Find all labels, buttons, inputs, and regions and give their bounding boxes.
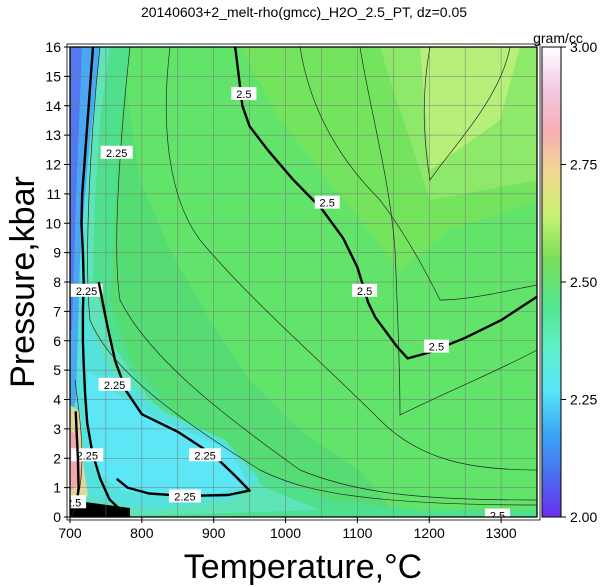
contour-label-bg	[70, 283, 103, 297]
y-tick-label: 5	[53, 362, 61, 378]
y-tick-label: 6	[53, 333, 61, 349]
colorbar-tick-label: 2.75	[570, 157, 597, 173]
y-tick-label: 2	[53, 450, 61, 466]
contour-label: 2.25	[174, 491, 195, 503]
y-tick-label: 13	[45, 127, 61, 143]
y-tick-label: 8	[53, 274, 61, 290]
contour-label-bg	[100, 145, 133, 159]
contour-label-bg	[189, 448, 222, 462]
x-tick-label: 1100	[342, 525, 372, 541]
colorbar-tick-label: 2.00	[570, 509, 597, 525]
x-axis-label: Temperature,°C	[184, 548, 422, 586]
contour-label-bg	[314, 195, 340, 209]
y-tick-label: 11	[46, 186, 61, 202]
contour-label: 2.25	[104, 380, 125, 392]
colorbar-tick-label: 2.50	[570, 274, 597, 290]
labeled-contour-layer: 2.25 2.25 2.25 2.25 2.25 2.25 2.5 2.5 2.5 2.5 2.5 2…	[66, 47, 537, 523]
colorbar-ticks: 2.00 2.25 2.50 2.75 3.00	[561, 39, 597, 525]
y-tick-label: 9	[53, 245, 61, 261]
y-tick-label: 10	[45, 215, 61, 231]
contour-label: 2.25	[194, 450, 215, 462]
contour-label-bg	[231, 87, 257, 100]
contour-label: 2.25	[106, 148, 127, 160]
y-tick-label: 1	[53, 480, 61, 496]
contour-fill-layer	[70, 47, 537, 517]
x-axis: 700 800 900 1000 1100 1200 1300	[58, 517, 517, 541]
colorbar: gram/cc 2.00 2.25 2.50 2.75 3.00	[533, 30, 597, 525]
colorbar-tick-label: 2.25	[570, 392, 597, 408]
colorbar-label: gram/cc	[533, 30, 583, 46]
y-tick-label: 4	[53, 392, 61, 408]
y-tick-label: 0	[53, 509, 61, 525]
contour-line-2_25	[97, 281, 251, 498]
y-tick-label: 12	[45, 157, 61, 173]
contour-label: 2.5	[490, 511, 505, 523]
contour-label-bg	[98, 377, 131, 391]
contour-label: 2.5	[429, 342, 444, 354]
y-axis-label: Pressure,kbar	[4, 176, 42, 388]
contour-label-bg	[70, 495, 87, 509]
y-tick-label: 15	[45, 68, 61, 84]
contour-label: 2.5	[66, 497, 81, 509]
x-tick-label: 1200	[414, 525, 445, 541]
contour-label-bg	[352, 283, 378, 297]
colorbar-gradient	[541, 46, 562, 518]
x-tick-label: 1000	[270, 525, 301, 541]
chart-title: 20140603+2_melt-rho(gmcc)_H2O_2.5_PT, dz…	[141, 4, 467, 20]
x-tick-label: 1300	[485, 525, 516, 541]
x-tick-label: 900	[202, 525, 226, 541]
contour-label-bg	[423, 339, 449, 353]
contour-label-bg	[168, 489, 201, 503]
contour-label: 2.5	[320, 198, 335, 210]
contour-label: 2.25	[77, 450, 98, 462]
y-tick-label: 7	[53, 303, 61, 319]
x-tick-label: 800	[130, 525, 154, 541]
minor-contour-layer	[70, 47, 537, 517]
y-tick-label: 16	[45, 39, 61, 55]
contour-label: 2.5	[236, 89, 251, 101]
contour-label: 2.5	[357, 286, 372, 298]
contour-label-bg	[484, 508, 510, 517]
y-tick-label: 3	[53, 421, 61, 437]
contour-label-bg	[71, 448, 104, 462]
x-tick-label: 700	[58, 525, 82, 541]
y-tick-label: 14	[45, 98, 61, 114]
contour-label: 2.25	[76, 286, 97, 298]
colorbar-tick-label: 3.00	[570, 39, 597, 55]
